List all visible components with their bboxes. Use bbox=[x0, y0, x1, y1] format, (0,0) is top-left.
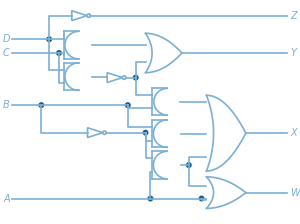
Circle shape bbox=[126, 103, 130, 107]
Circle shape bbox=[143, 130, 148, 135]
Circle shape bbox=[57, 51, 61, 55]
Circle shape bbox=[39, 103, 43, 107]
Circle shape bbox=[47, 37, 51, 41]
Text: Y: Y bbox=[290, 48, 296, 58]
Circle shape bbox=[199, 196, 204, 201]
Circle shape bbox=[187, 163, 191, 167]
Text: C: C bbox=[3, 48, 10, 58]
Text: B: B bbox=[3, 100, 10, 110]
Text: X: X bbox=[290, 128, 297, 138]
Circle shape bbox=[134, 75, 138, 80]
Text: D: D bbox=[2, 34, 10, 44]
Text: W: W bbox=[290, 188, 300, 198]
Text: Z: Z bbox=[290, 11, 297, 21]
Text: A: A bbox=[3, 194, 10, 204]
Circle shape bbox=[148, 196, 153, 201]
